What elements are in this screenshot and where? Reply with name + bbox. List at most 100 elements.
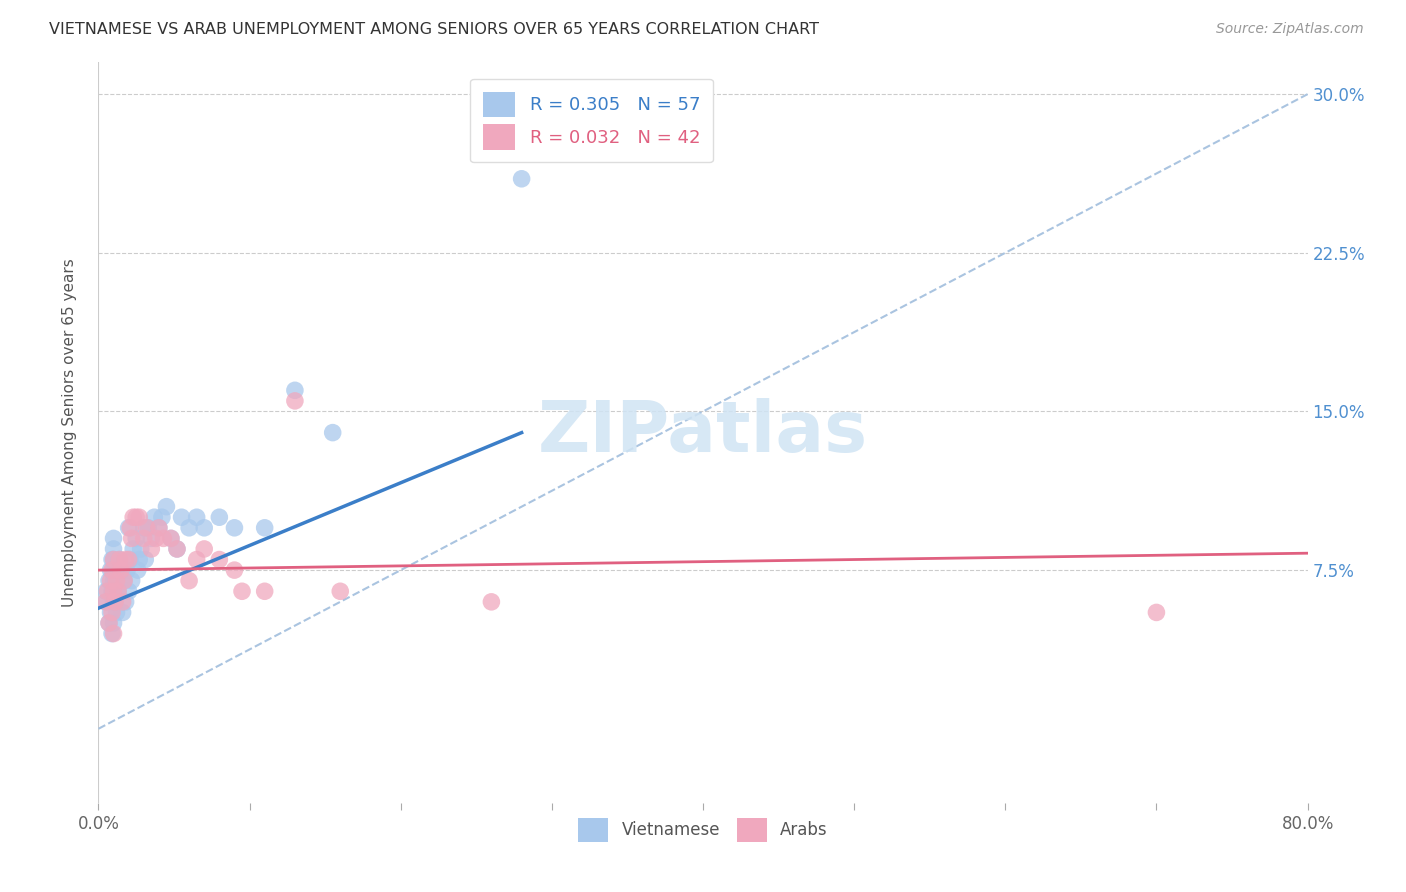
Point bbox=[101, 552, 124, 566]
Point bbox=[103, 595, 125, 609]
Point bbox=[103, 626, 125, 640]
Point bbox=[121, 532, 143, 546]
Point bbox=[103, 552, 125, 566]
Point bbox=[111, 606, 134, 620]
Point bbox=[101, 584, 124, 599]
Point bbox=[132, 532, 155, 546]
Point bbox=[150, 510, 173, 524]
Point bbox=[105, 606, 128, 620]
Point bbox=[127, 563, 149, 577]
Point bbox=[103, 552, 125, 566]
Point bbox=[208, 552, 231, 566]
Point bbox=[101, 563, 124, 577]
Point bbox=[141, 532, 163, 546]
Point bbox=[100, 563, 122, 577]
Point bbox=[104, 563, 127, 577]
Point bbox=[103, 532, 125, 546]
Point bbox=[98, 615, 121, 630]
Point bbox=[322, 425, 344, 440]
Point bbox=[224, 563, 246, 577]
Point bbox=[329, 584, 352, 599]
Point bbox=[110, 563, 132, 577]
Point bbox=[108, 552, 131, 566]
Point bbox=[100, 574, 122, 588]
Point bbox=[136, 521, 159, 535]
Point bbox=[103, 584, 125, 599]
Point bbox=[134, 552, 156, 566]
Point bbox=[132, 521, 155, 535]
Point bbox=[114, 595, 136, 609]
Point bbox=[166, 541, 188, 556]
Point bbox=[143, 510, 166, 524]
Point bbox=[118, 521, 141, 535]
Text: Source: ZipAtlas.com: Source: ZipAtlas.com bbox=[1216, 22, 1364, 37]
Point bbox=[98, 615, 121, 630]
Point bbox=[107, 584, 129, 599]
Point bbox=[145, 532, 167, 546]
Text: ZIPatlas: ZIPatlas bbox=[538, 398, 868, 467]
Point bbox=[1144, 606, 1167, 620]
Point bbox=[141, 541, 163, 556]
Point bbox=[104, 595, 127, 609]
Point bbox=[253, 584, 276, 599]
Point bbox=[125, 510, 148, 524]
Point bbox=[118, 584, 141, 599]
Point bbox=[98, 574, 121, 588]
Point bbox=[115, 563, 138, 577]
Point bbox=[120, 521, 142, 535]
Point bbox=[108, 552, 131, 566]
Point bbox=[105, 574, 128, 588]
Point bbox=[166, 541, 188, 556]
Point bbox=[160, 532, 183, 546]
Point bbox=[122, 541, 145, 556]
Point bbox=[94, 584, 117, 599]
Point bbox=[112, 574, 135, 588]
Point bbox=[101, 626, 124, 640]
Point bbox=[112, 574, 135, 588]
Point bbox=[94, 595, 117, 609]
Point bbox=[186, 552, 208, 566]
Point bbox=[481, 595, 503, 609]
Point bbox=[122, 510, 145, 524]
Point bbox=[96, 584, 118, 599]
Text: VIETNAMESE VS ARAB UNEMPLOYMENT AMONG SENIORS OVER 65 YEARS CORRELATION CHART: VIETNAMESE VS ARAB UNEMPLOYMENT AMONG SE… bbox=[49, 22, 820, 37]
Legend: Vietnamese, Arabs: Vietnamese, Arabs bbox=[569, 810, 837, 850]
Point bbox=[121, 574, 143, 588]
Point bbox=[110, 563, 132, 577]
Point bbox=[103, 615, 125, 630]
Point bbox=[103, 563, 125, 577]
Point bbox=[118, 552, 141, 566]
Point bbox=[148, 521, 170, 535]
Point bbox=[105, 574, 128, 588]
Point bbox=[253, 521, 276, 535]
Point bbox=[128, 552, 150, 566]
Point bbox=[114, 552, 136, 566]
Point bbox=[103, 584, 125, 599]
Point bbox=[179, 574, 201, 588]
Point bbox=[129, 541, 152, 556]
Point bbox=[193, 521, 215, 535]
Point bbox=[104, 595, 127, 609]
Point bbox=[103, 541, 125, 556]
Point bbox=[284, 393, 307, 408]
Point bbox=[103, 574, 125, 588]
Point bbox=[111, 595, 134, 609]
Point bbox=[100, 606, 122, 620]
Point bbox=[125, 532, 148, 546]
Point bbox=[152, 532, 174, 546]
Point bbox=[135, 521, 157, 535]
Point bbox=[179, 521, 201, 535]
Y-axis label: Unemployment Among Seniors over 65 years: Unemployment Among Seniors over 65 years bbox=[62, 259, 77, 607]
Point bbox=[128, 510, 150, 524]
Point bbox=[193, 541, 215, 556]
Point bbox=[94, 595, 117, 609]
Point bbox=[155, 500, 177, 514]
Point bbox=[208, 510, 231, 524]
Point bbox=[224, 521, 246, 535]
Point bbox=[148, 521, 170, 535]
Point bbox=[107, 584, 129, 599]
Point bbox=[186, 510, 208, 524]
Point bbox=[284, 384, 307, 398]
Point bbox=[101, 606, 124, 620]
Point bbox=[170, 510, 193, 524]
